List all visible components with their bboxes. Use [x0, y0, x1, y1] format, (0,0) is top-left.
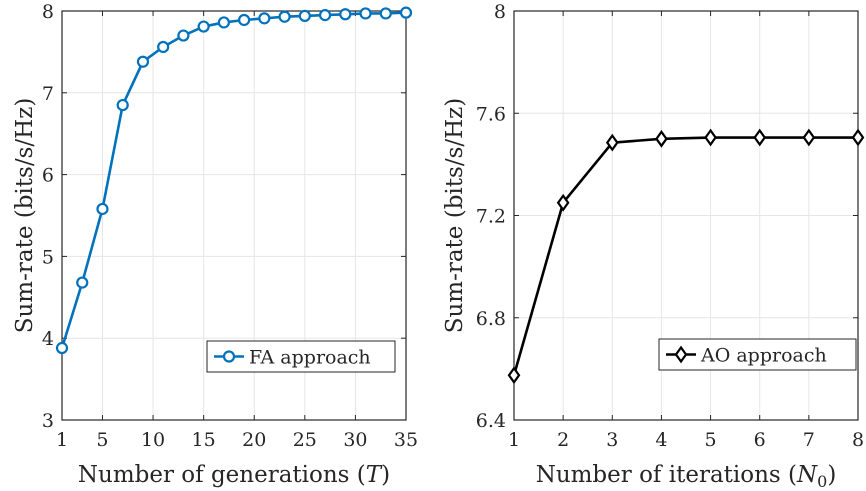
y-tick-label: 7.2 — [476, 206, 506, 228]
y-tick-label: 6.4 — [476, 410, 506, 432]
data-point — [507, 366, 521, 385]
x-tick-label: 7 — [803, 429, 815, 451]
x-tick-label: 3 — [606, 429, 618, 451]
legend: FA approach — [206, 340, 396, 373]
x-axis-label-close: ) — [827, 462, 836, 488]
data-point — [157, 40, 170, 54]
data-point — [298, 9, 311, 23]
data-point — [116, 98, 129, 112]
axes-box — [61, 10, 407, 421]
x-tick-label: 1 — [508, 429, 520, 451]
x-tick-label: 20 — [242, 429, 266, 451]
x-tick-label: 2 — [557, 429, 569, 451]
x-tick-label: 1 — [56, 429, 68, 451]
data-point — [399, 6, 413, 19]
legend-label: AO approach — [700, 345, 827, 367]
data-point — [753, 128, 767, 147]
series-line — [512, 136, 858, 376]
data-point — [556, 193, 570, 212]
data-point — [197, 20, 210, 33]
data-point — [238, 13, 251, 27]
data-point — [217, 16, 230, 29]
x-tick-label: 15 — [192, 429, 216, 451]
legend-label: FA approach — [249, 347, 371, 369]
data-point — [379, 7, 392, 20]
data-point — [177, 29, 190, 42]
data-point — [278, 10, 291, 23]
x-axis-label-sub: 0 — [817, 472, 827, 491]
x-axis-label-var: N — [796, 462, 818, 488]
chart-panel-2: 1 2 3 4 5 6 7 8 6.4 6.8 7.2 7.6 8 Number of iteration… — [442, 1, 865, 491]
y-tick-label: 6 — [42, 165, 54, 187]
y-tick-label: 6.8 — [476, 308, 506, 330]
legend-marker — [674, 345, 688, 364]
y-tick-label: 4 — [42, 328, 54, 350]
data-point — [655, 129, 668, 148]
y-tick-label: 5 — [42, 246, 54, 268]
data-point — [802, 128, 816, 147]
x-axis-label: Number of generations (T) — [78, 462, 390, 488]
x-tick-label: 35 — [394, 429, 418, 451]
x-tick-label: 6 — [754, 429, 766, 451]
legend-marker — [222, 350, 236, 363]
x-tick-label: 5 — [705, 429, 717, 451]
data-point — [318, 8, 332, 22]
data-point — [258, 12, 271, 25]
x-axis-label-close: ) — [381, 462, 390, 488]
legend: AO approach — [658, 338, 857, 371]
y-tick-label: 7.6 — [476, 103, 506, 125]
data-point — [136, 55, 150, 68]
data-point — [605, 133, 619, 152]
x-tick-label: 4 — [655, 429, 667, 451]
x-tick-label: 25 — [293, 429, 317, 451]
x-axis-label-text: Number of iterations ( — [536, 462, 797, 488]
data-point — [55, 341, 69, 355]
y-tick-label: 3 — [42, 410, 54, 432]
data-point — [704, 128, 717, 147]
x-axis-label-text: Number of generations ( — [78, 462, 366, 488]
x-tick-label: 5 — [96, 429, 108, 451]
x-axis-label: Number of iterations (N0) — [536, 462, 837, 491]
y-tick-label: 8 — [494, 1, 506, 23]
y-axis-label: Sum-rate (bits/s/Hz) — [442, 98, 468, 334]
x-axis-label-var: T — [366, 462, 383, 488]
x-tick-label: 10 — [141, 429, 165, 451]
data-point — [339, 8, 352, 21]
y-tick-label: 7 — [42, 83, 54, 105]
x-tick-label: 30 — [343, 429, 367, 451]
y-axis-label: Sum-rate (bits/s/Hz) — [12, 98, 38, 334]
data-point — [851, 128, 865, 147]
x-tick-label: 8 — [852, 429, 864, 451]
y-tick-label: 8 — [42, 1, 54, 23]
data-point — [76, 276, 89, 289]
data-point — [359, 7, 372, 20]
data-point — [96, 202, 109, 216]
